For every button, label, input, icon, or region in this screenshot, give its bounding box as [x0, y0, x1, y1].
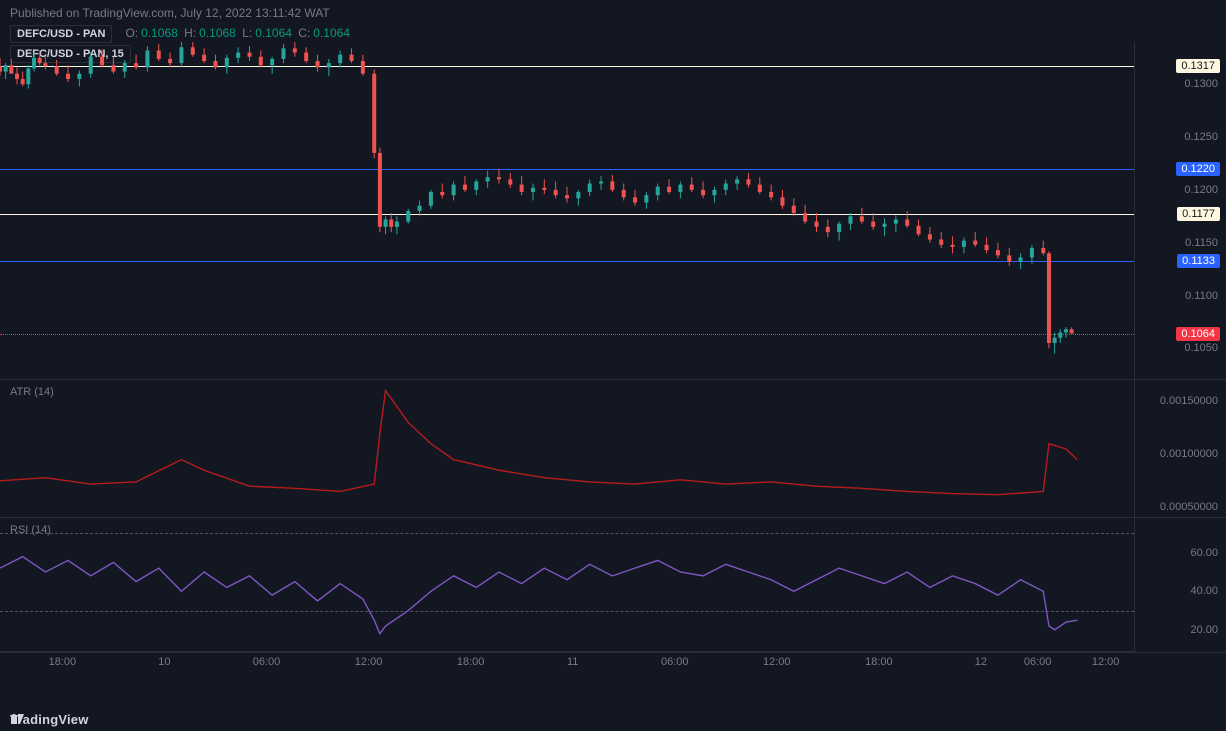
ohlc-l-value: 0.1064: [255, 26, 292, 40]
price-hline-label: 0.1317: [1176, 59, 1220, 73]
ohlc-o-label: O:: [125, 26, 138, 40]
brand-footer: TradingView: [10, 712, 89, 727]
time-axis[interactable]: 18:00 10 06:00 12:00 18:00 11 06:00 12:00 18:00 1…: [0, 651, 1134, 673]
last-price-label: 0.1064: [1176, 327, 1220, 341]
atr-pane[interactable]: ATR (14) 0.001500000.001000000.00050000: [0, 380, 1226, 518]
ohlc-h-label: H:: [184, 26, 196, 40]
time-xtick: 06:00: [253, 656, 281, 668]
time-xtick: 12: [975, 656, 987, 668]
time-xtick: 10: [158, 656, 170, 668]
ohlc-bar: DEFC/USD - PAN O:0.1068 H:0.1068 L:0.106…: [10, 26, 353, 40]
rsi-pane[interactable]: RSI (14) 60.0040.0020.00: [0, 518, 1226, 653]
price-hline-label: 0.1177: [1177, 207, 1220, 221]
price-ytick: 0.1050: [1184, 342, 1218, 354]
price-ytick: 0.1200: [1184, 184, 1218, 196]
ytick: 40.00: [1190, 585, 1218, 597]
ohlc-o-value: 0.1068: [141, 26, 178, 40]
price-hline-label: 0.1220: [1176, 162, 1220, 176]
tradingview-logo-icon: [10, 712, 24, 726]
ohlc-l-label: L:: [242, 26, 252, 40]
time-xtick: 12:00: [763, 656, 791, 668]
atr-yaxis[interactable]: 0.00150000 0.00100000 0.00050000: [1134, 380, 1226, 517]
price-ytick: 0.1150: [1185, 237, 1218, 249]
ytick: 60.00: [1190, 547, 1218, 559]
time-xtick: 12:00: [1092, 656, 1120, 668]
ohlc-c-value: 0.1064: [313, 26, 350, 40]
price-ytick: 0.1250: [1184, 131, 1218, 143]
time-xtick: 06:00: [1024, 656, 1052, 668]
price-pane[interactable]: DEFC/USD - PAN, 15 0.13000.12500.12000.1…: [0, 42, 1226, 380]
price-ytick: 0.1100: [1185, 290, 1218, 302]
price-ytick: 0.1300: [1184, 78, 1218, 90]
price-yaxis[interactable]: 0.1300 0.1250 0.1200 0.1150 0.1100 0.1050 0.13…: [1134, 42, 1226, 379]
ytick: 0.00150000: [1160, 395, 1218, 407]
time-xtick: 06:00: [661, 656, 689, 668]
rsi-yaxis[interactable]: 60.00 40.00 20.00: [1134, 518, 1226, 652]
symbol-badge[interactable]: DEFC/USD - PAN: [10, 25, 112, 43]
time-xtick: 12:00: [355, 656, 383, 668]
ytick: 20.00: [1190, 624, 1218, 636]
price-hline-label: 0.1133: [1177, 254, 1220, 268]
time-xtick: 18:00: [49, 656, 77, 668]
time-xtick: 11: [567, 656, 578, 668]
ohlc-h-value: 0.1068: [199, 26, 236, 40]
ytick: 0.00050000: [1160, 501, 1218, 513]
ytick: 0.00100000: [1160, 448, 1218, 460]
time-xtick: 18:00: [457, 656, 485, 668]
publish-header: Published on TradingView.com, July 12, 2…: [10, 6, 330, 20]
ohlc-c-label: C:: [298, 26, 310, 40]
time-xtick: 18:00: [865, 656, 893, 668]
